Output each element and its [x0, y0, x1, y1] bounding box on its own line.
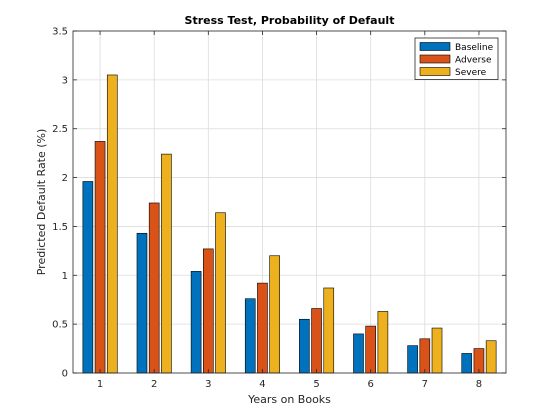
- bar-severe-4: [269, 255, 280, 374]
- legend-swatch-severe: [419, 67, 451, 76]
- y-tick-label: 1: [62, 271, 68, 282]
- bar-adverse-3: [203, 248, 214, 374]
- y-tick-label: 0.5: [52, 320, 68, 331]
- y-axis-label: Predicted Default Rate (%): [35, 129, 48, 276]
- bar-baseline-6: [353, 333, 364, 374]
- bar-severe-7: [431, 327, 443, 374]
- x-tick-label: 5: [313, 379, 319, 390]
- bar-severe-2: [161, 153, 172, 374]
- bar-baseline-7: [407, 345, 418, 374]
- bar-adverse-7: [419, 338, 431, 374]
- legend: Baseline Adverse Severe: [414, 37, 499, 80]
- y-tick-label: 2.5: [52, 124, 68, 135]
- bar-adverse-1: [94, 141, 106, 374]
- y-tick-label: 3: [62, 75, 68, 86]
- bar-baseline-3: [190, 271, 202, 374]
- y-tick-label: 3.5: [52, 27, 68, 38]
- bar-severe-6: [377, 311, 389, 374]
- x-tick-label: 6: [368, 379, 374, 390]
- chart-title: Stress Test, Probability of Default: [185, 14, 395, 27]
- legend-swatch-baseline: [419, 42, 451, 51]
- y-tick-label: 2: [62, 173, 68, 184]
- legend-label-severe: Severe: [455, 68, 487, 78]
- bar-severe-1: [106, 74, 118, 374]
- plot-frame: [72, 30, 507, 374]
- x-tick-label: 1: [97, 379, 103, 390]
- bar-severe-3: [215, 212, 226, 374]
- bar-baseline-4: [244, 298, 256, 374]
- bars: [82, 74, 497, 374]
- y-tick-label: 1.5: [52, 222, 68, 233]
- bar-adverse-5: [311, 308, 322, 374]
- x-ticks: 1 2 3 4 5 6 7 8: [97, 31, 482, 390]
- bar-adverse-6: [365, 325, 376, 374]
- legend-label-baseline: Baseline: [455, 43, 494, 53]
- bar-baseline-5: [299, 318, 310, 374]
- legend-swatch-adverse: [419, 54, 451, 64]
- y-ticks: 0 0.5 1 1.5 2 2.5 3 3.5: [52, 27, 506, 380]
- x-axis-label: Years on Books: [247, 393, 331, 406]
- x-tick-label: 7: [422, 379, 428, 390]
- bar-severe-5: [323, 287, 335, 374]
- bar-adverse-2: [148, 202, 160, 374]
- bar-baseline-8: [461, 353, 473, 374]
- bar-baseline-1: [82, 181, 94, 374]
- legend-label-adverse: Adverse: [455, 56, 492, 66]
- bar-severe-8: [485, 340, 497, 374]
- bar-baseline-2: [136, 232, 148, 374]
- bar-adverse-4: [257, 282, 268, 374]
- y-tick-label: 0: [62, 369, 68, 380]
- x-tick-label: 4: [259, 379, 265, 390]
- x-tick-label: 3: [205, 379, 211, 390]
- x-tick-label: 2: [151, 379, 157, 390]
- x-tick-label: 8: [476, 379, 482, 390]
